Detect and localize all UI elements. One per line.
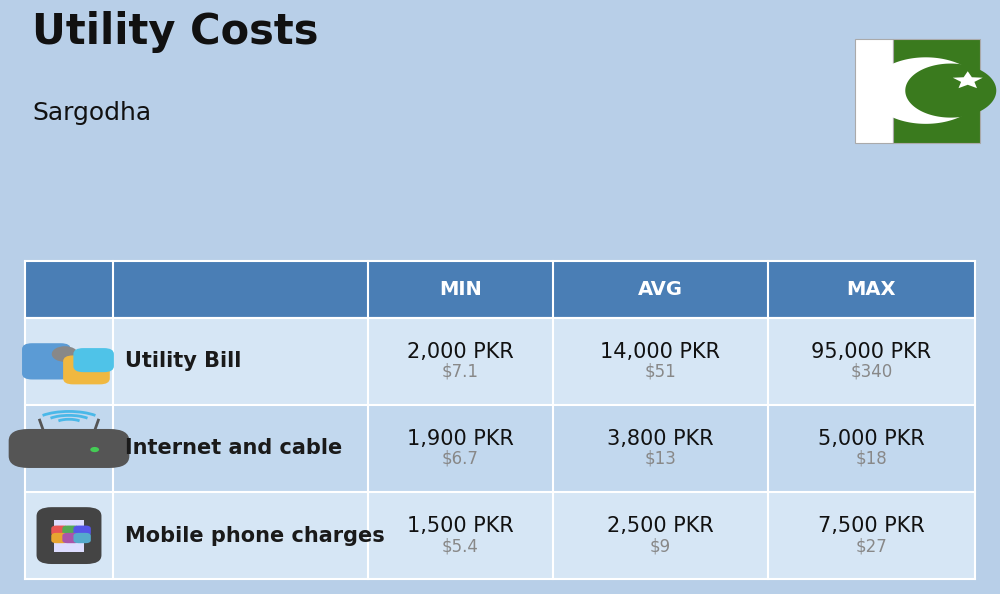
FancyBboxPatch shape xyxy=(62,526,80,536)
Text: 5,000 PKR: 5,000 PKR xyxy=(818,429,925,449)
Text: AVG: AVG xyxy=(638,280,683,299)
FancyBboxPatch shape xyxy=(51,526,69,536)
FancyBboxPatch shape xyxy=(25,261,975,318)
FancyBboxPatch shape xyxy=(22,343,71,380)
Text: $51: $51 xyxy=(645,363,676,381)
FancyBboxPatch shape xyxy=(9,429,129,468)
Polygon shape xyxy=(905,64,996,118)
FancyBboxPatch shape xyxy=(25,405,975,492)
Text: $27: $27 xyxy=(856,537,887,555)
Text: 2,500 PKR: 2,500 PKR xyxy=(607,516,714,536)
Text: MAX: MAX xyxy=(847,280,896,299)
Text: $9: $9 xyxy=(650,537,671,555)
Text: 1,900 PKR: 1,900 PKR xyxy=(407,429,514,449)
Text: 7,500 PKR: 7,500 PKR xyxy=(818,516,925,536)
Text: Sargodha: Sargodha xyxy=(32,101,151,125)
Text: 2,000 PKR: 2,000 PKR xyxy=(407,342,514,362)
FancyBboxPatch shape xyxy=(62,533,80,543)
FancyBboxPatch shape xyxy=(73,348,114,372)
Text: $18: $18 xyxy=(856,450,887,468)
FancyBboxPatch shape xyxy=(25,492,975,579)
Text: Mobile phone charges: Mobile phone charges xyxy=(125,526,385,546)
Text: $5.4: $5.4 xyxy=(442,537,479,555)
Text: 95,000 PKR: 95,000 PKR xyxy=(811,342,932,362)
Text: $340: $340 xyxy=(850,363,893,381)
Text: $13: $13 xyxy=(645,450,676,468)
Text: 1,500 PKR: 1,500 PKR xyxy=(407,516,514,536)
Text: $7.1: $7.1 xyxy=(442,363,479,381)
FancyBboxPatch shape xyxy=(51,533,69,543)
Circle shape xyxy=(90,447,99,452)
Text: 3,800 PKR: 3,800 PKR xyxy=(607,429,714,449)
FancyBboxPatch shape xyxy=(893,39,980,143)
FancyBboxPatch shape xyxy=(54,520,84,552)
Text: 14,000 PKR: 14,000 PKR xyxy=(600,342,720,362)
FancyBboxPatch shape xyxy=(63,355,110,384)
Text: Utility Bill: Utility Bill xyxy=(125,351,241,371)
FancyBboxPatch shape xyxy=(37,507,101,564)
FancyBboxPatch shape xyxy=(73,526,91,536)
Polygon shape xyxy=(870,58,982,124)
Text: Utility Costs: Utility Costs xyxy=(32,11,318,53)
Text: MIN: MIN xyxy=(439,280,482,299)
FancyBboxPatch shape xyxy=(25,318,975,405)
FancyBboxPatch shape xyxy=(855,39,893,143)
FancyBboxPatch shape xyxy=(73,533,91,543)
Text: Internet and cable: Internet and cable xyxy=(125,438,342,459)
Text: $6.7: $6.7 xyxy=(442,450,479,468)
Circle shape xyxy=(52,346,78,362)
Polygon shape xyxy=(953,71,983,88)
